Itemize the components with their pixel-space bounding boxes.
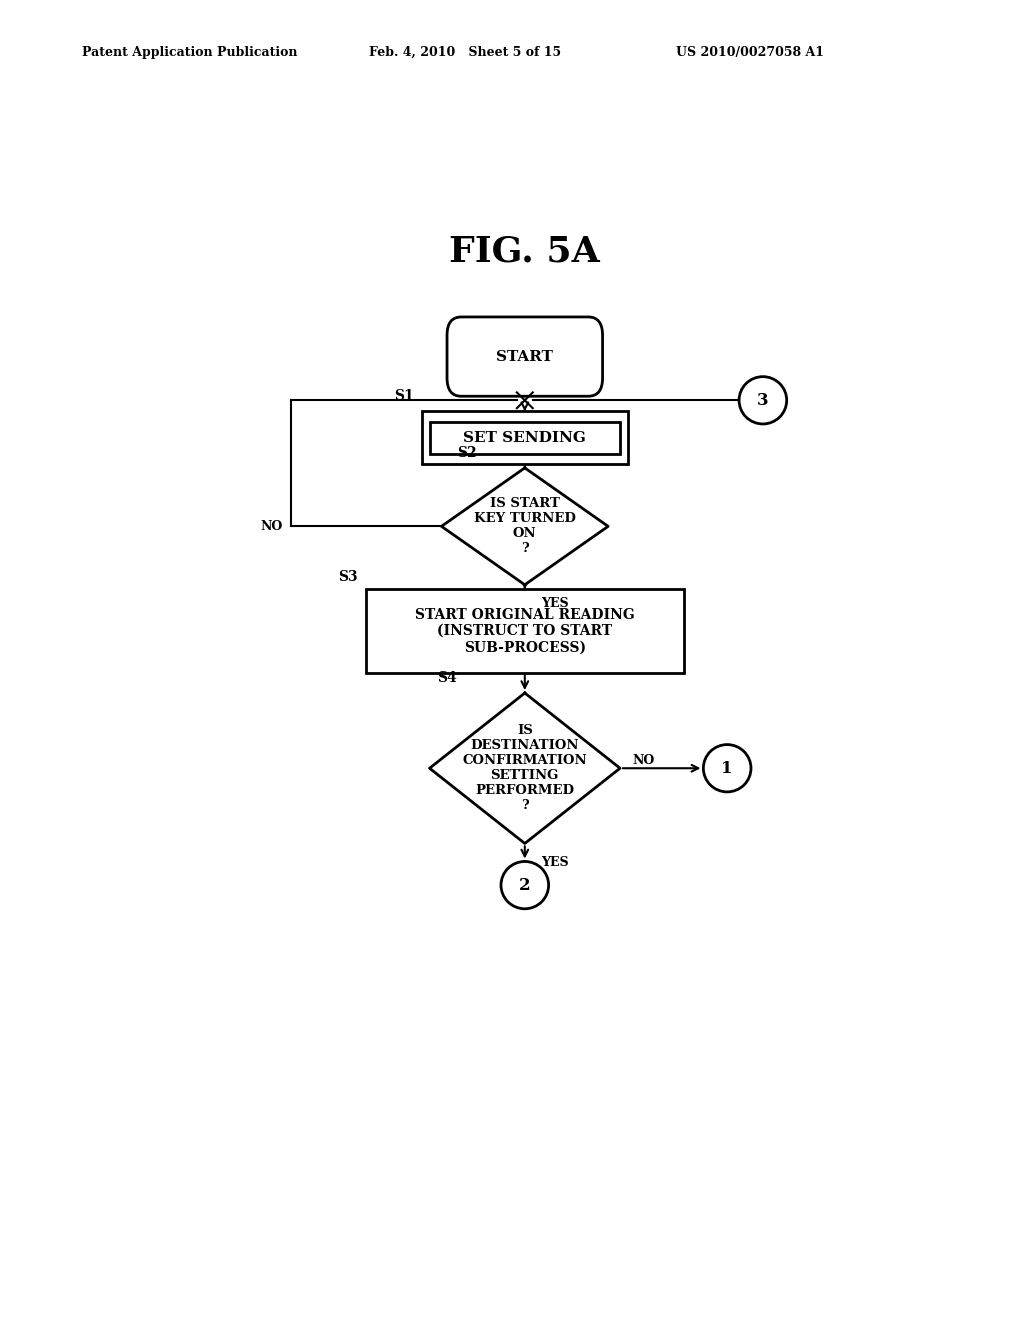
Ellipse shape: [739, 376, 786, 424]
Text: 1: 1: [722, 760, 733, 776]
Text: 3: 3: [757, 392, 769, 409]
Text: S4: S4: [437, 671, 458, 685]
Text: START ORIGINAL READING
(INSTRUCT TO START
SUB-PROCESS): START ORIGINAL READING (INSTRUCT TO STAR…: [415, 607, 635, 655]
Ellipse shape: [501, 862, 549, 908]
Text: Patent Application Publication: Patent Application Publication: [82, 46, 297, 59]
Text: US 2010/0027058 A1: US 2010/0027058 A1: [676, 46, 824, 59]
Text: SET SENDING: SET SENDING: [464, 430, 586, 445]
Polygon shape: [441, 467, 608, 585]
FancyBboxPatch shape: [447, 317, 602, 396]
Bar: [367, 589, 684, 673]
Text: S3: S3: [339, 570, 358, 585]
Text: IS
DESTINATION
CONFIRMATION
SETTING
PERFORMED
?: IS DESTINATION CONFIRMATION SETTING PERF…: [463, 725, 587, 812]
Text: NO: NO: [260, 520, 283, 533]
Polygon shape: [430, 693, 620, 843]
Ellipse shape: [703, 744, 751, 792]
Text: S2: S2: [458, 446, 477, 459]
Text: Feb. 4, 2010   Sheet 5 of 15: Feb. 4, 2010 Sheet 5 of 15: [369, 46, 561, 59]
Text: START: START: [497, 350, 553, 363]
Text: NO: NO: [632, 754, 654, 767]
Bar: [430, 421, 621, 454]
Text: FIG. 5A: FIG. 5A: [450, 235, 600, 269]
Text: YES: YES: [541, 597, 568, 610]
Text: YES: YES: [541, 855, 568, 869]
Text: IS START
KEY TURNED
ON
?: IS START KEY TURNED ON ?: [474, 498, 575, 556]
Text: S1: S1: [394, 389, 414, 404]
Bar: [422, 412, 628, 465]
Text: 2: 2: [519, 876, 530, 894]
